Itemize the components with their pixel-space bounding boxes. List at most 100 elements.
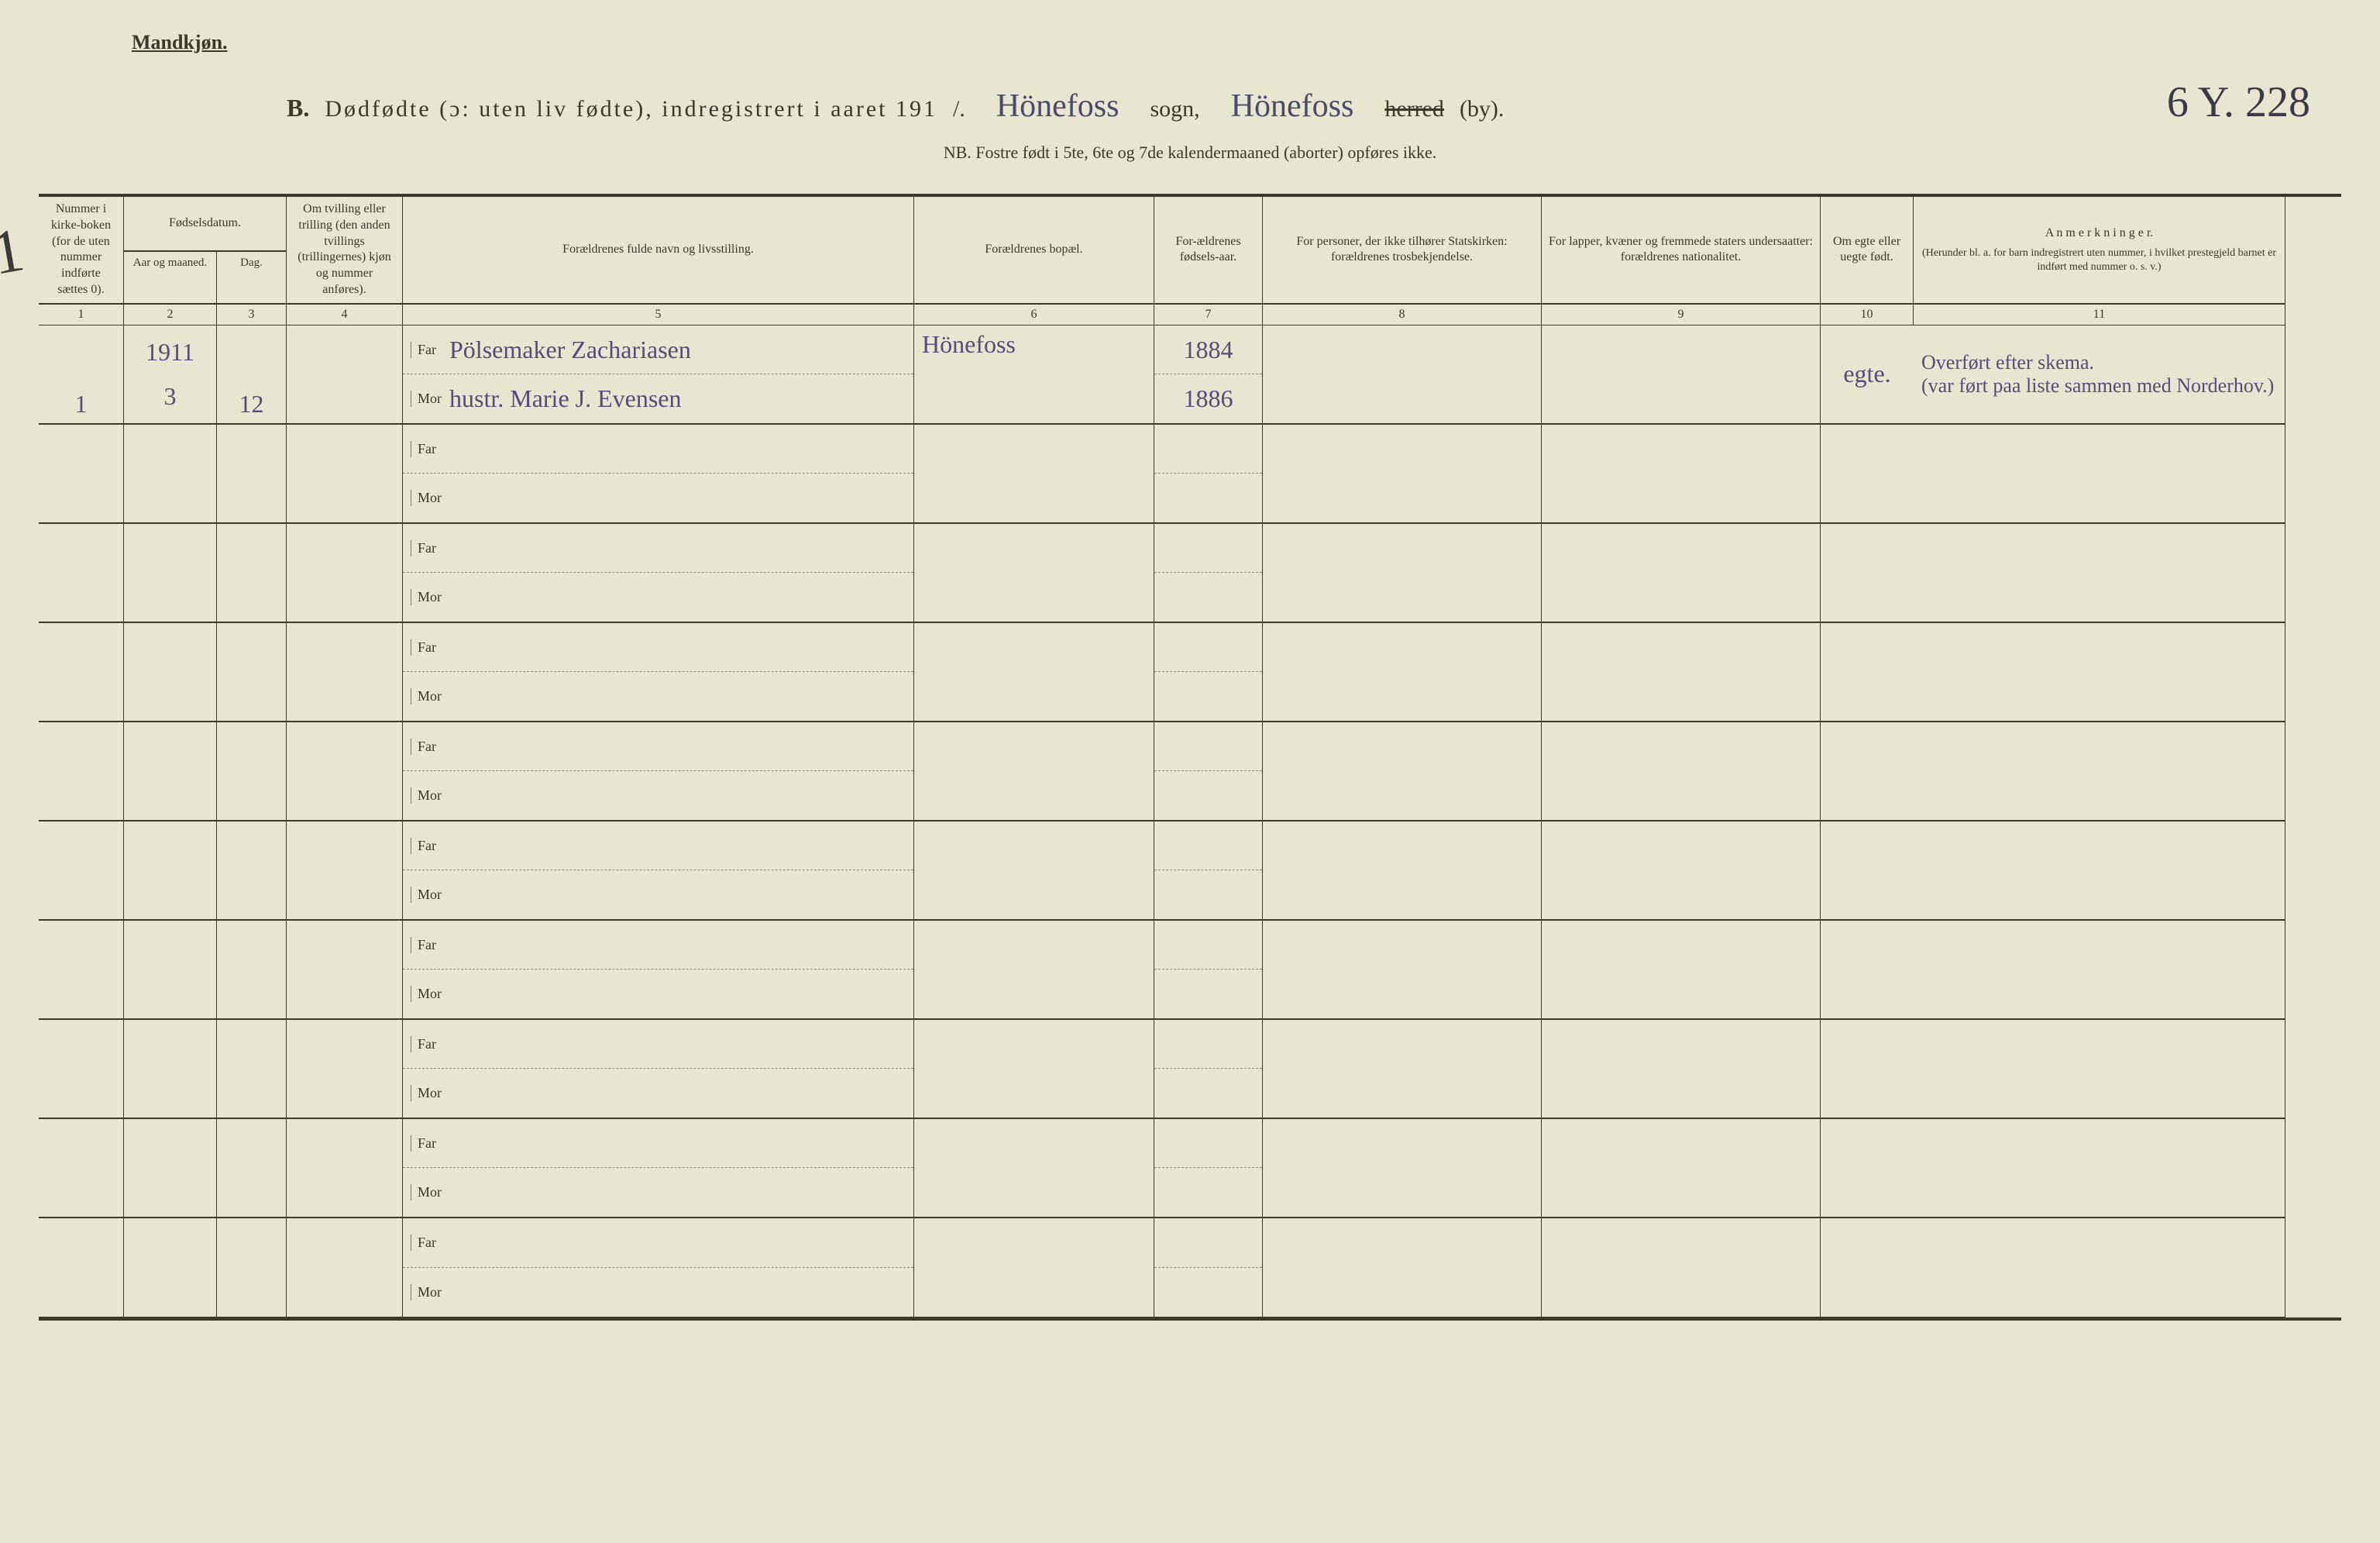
far-label: Far (411, 838, 449, 854)
mor-label: Mor (411, 1284, 449, 1300)
entry-year-month (124, 921, 217, 1020)
far-label: Far (411, 1135, 449, 1152)
entry-day (217, 623, 287, 722)
entry-egte: egte. (1821, 325, 1914, 425)
entry-years (1154, 1020, 1263, 1119)
entry-years: 1884 1886 (1154, 325, 1263, 425)
section-letter: B. (287, 94, 309, 122)
entry-stats (1263, 821, 1542, 921)
entry-egte (1821, 722, 1914, 821)
entry-egte (1821, 1119, 1914, 1218)
entry-stats (1263, 1020, 1542, 1119)
entry-parents: Far Mor (403, 821, 914, 921)
year-suffix: /. (953, 96, 965, 122)
entry-remark: Overført efter skema. (var ført paa list… (1914, 325, 2285, 425)
entry-num (39, 524, 124, 623)
entry-year-month (124, 425, 217, 524)
entry-remark-top: Overført efter skema. (1921, 351, 2277, 374)
mor-label: Mor (411, 787, 449, 804)
entry-num (39, 623, 124, 722)
colnum: 7 (1154, 305, 1263, 325)
title-main: Dødfødte (ɔ: uten liv fødte), indregistr… (325, 96, 937, 122)
entry-day (217, 1119, 287, 1218)
entry-day (217, 821, 287, 921)
entry-parents: Far Mor (403, 1119, 914, 1218)
entry-remark (1914, 1020, 2285, 1119)
colnum: 11 (1914, 305, 2285, 325)
colnum: 8 (1263, 305, 1542, 325)
entry-nat (1542, 325, 1821, 425)
title-row: B. Dødfødte (ɔ: uten liv fødte), indregi… (287, 77, 2341, 127)
entry-nat (1542, 1218, 1821, 1317)
entry-bopael (914, 1218, 1154, 1317)
entry-day (217, 1218, 287, 1317)
entry-parents: Far Mor (403, 1020, 914, 1119)
entry-years (1154, 1119, 1263, 1218)
colnum: 2 (124, 305, 217, 325)
entry-twin (287, 1218, 403, 1317)
entry-bopael (914, 722, 1154, 821)
entry-twin (287, 1119, 403, 1218)
colnum: 10 (1821, 305, 1914, 325)
entry-twin (287, 623, 403, 722)
entry-bopael (914, 425, 1154, 524)
entry-egte (1821, 1020, 1914, 1119)
entry-month: 3 (132, 382, 208, 411)
gender-label: Mandkjøn. (132, 31, 2341, 54)
colnum: 6 (914, 305, 1154, 325)
col-header-11-title: A n m e r k n i n g e r. (1920, 226, 2279, 242)
entry-years (1154, 524, 1263, 623)
col-subhead-3: Dag. (217, 252, 287, 305)
entry-remark (1914, 1218, 2285, 1317)
mor-label: Mor (411, 887, 449, 903)
entry-num: 1 (39, 325, 124, 425)
sogn-label: sogn, (1150, 96, 1199, 122)
entry-bopael (914, 1119, 1154, 1218)
entry-year-month (124, 722, 217, 821)
entry-num (39, 1020, 124, 1119)
entry-nat (1542, 722, 1821, 821)
entry-year-month: 1911 3 (124, 325, 217, 425)
entry-bopael (914, 1020, 1154, 1119)
entry-years (1154, 1218, 1263, 1317)
col-header-4: Om tvilling eller trilling (den anden tv… (287, 197, 403, 305)
entry-nat (1542, 821, 1821, 921)
entry-year: 1911 (132, 338, 208, 367)
entry-mor-year: 1886 (1154, 374, 1262, 423)
mor-label: Mor (411, 1184, 449, 1200)
far-label: Far (411, 1036, 449, 1052)
ledger-table: Nummer i kirke-boken (for de uten nummer… (39, 194, 2341, 1321)
entry-egte (1821, 921, 1914, 1020)
entry-nat (1542, 623, 1821, 722)
entry-day: 12 (217, 325, 287, 425)
entry-twin (287, 524, 403, 623)
far-label: Far (411, 739, 449, 755)
page-number: 6 Y. 228 (2167, 77, 2310, 127)
entry-parents: Far Mor (403, 425, 914, 524)
entry-twin (287, 325, 403, 425)
entry-egte (1821, 524, 1914, 623)
far-label: Far (411, 342, 449, 358)
entry-year-month (124, 1020, 217, 1119)
entry-mor-name: hustr. Marie J. Evensen (449, 384, 682, 413)
entry-far-name: Pölsemaker Zachariasen (449, 336, 691, 364)
col-header-11-sub: (Herunder bl. a. for barn indregistrert … (1920, 246, 2279, 274)
herred-label: herred (1384, 96, 1444, 122)
entry-stats (1263, 325, 1542, 425)
colnum: 9 (1542, 305, 1821, 325)
entry-num (39, 1119, 124, 1218)
entry-year-month (124, 821, 217, 921)
far-label: Far (411, 1235, 449, 1251)
entry-day (217, 1020, 287, 1119)
entry-nat (1542, 1119, 1821, 1218)
far-label: Far (411, 639, 449, 656)
colnum: 1 (39, 305, 124, 325)
entry-num (39, 722, 124, 821)
entry-num (39, 921, 124, 1020)
col-header-8: For personer, der ikke tilhører Statskir… (1263, 197, 1542, 305)
entry-year-month (124, 524, 217, 623)
col-subhead-2: Aar og maaned. (124, 252, 217, 305)
entry-remark-bot: (var ført paa liste sammen med Norderhov… (1921, 374, 2277, 398)
colnum: 4 (287, 305, 403, 325)
entry-num (39, 425, 124, 524)
